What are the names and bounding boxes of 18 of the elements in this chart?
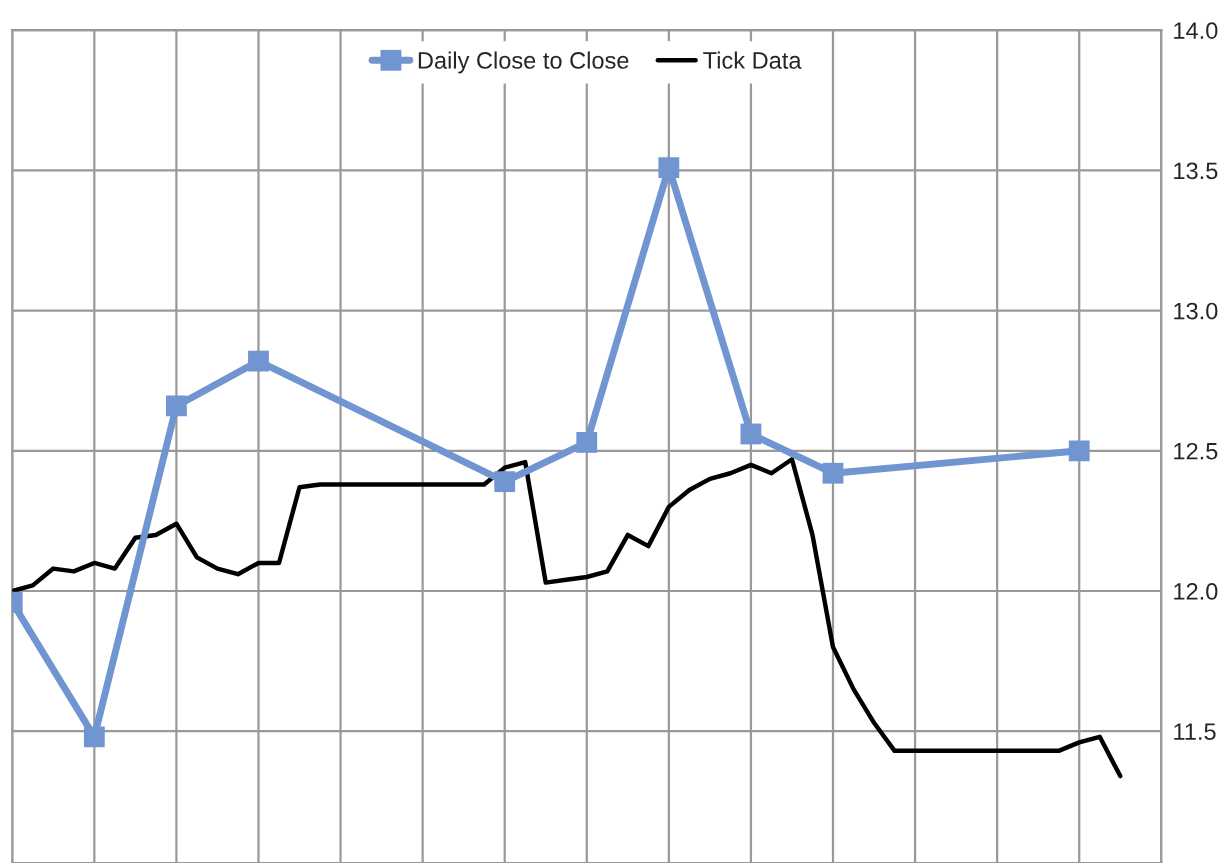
point xyxy=(494,471,516,493)
point xyxy=(165,395,187,417)
point xyxy=(822,462,844,484)
y-tick-label: 14.0 xyxy=(1174,22,1218,39)
point xyxy=(740,423,762,445)
point xyxy=(658,157,680,179)
legend-label: Tick Data xyxy=(703,51,802,69)
point xyxy=(1068,440,1090,462)
legend-label: Daily Close to Close xyxy=(418,51,629,74)
point xyxy=(248,350,269,372)
y-tick-label: 13.0 xyxy=(1174,302,1218,320)
y-tick-label: 13.5 xyxy=(1174,162,1218,180)
point xyxy=(576,431,598,453)
y-tick-label: 12.5 xyxy=(1174,442,1218,460)
point xyxy=(83,726,105,748)
y-tick-label: 12.0 xyxy=(1174,583,1218,600)
line-series xyxy=(12,457,1123,779)
y-tick-label: 11.5 xyxy=(1174,723,1216,740)
